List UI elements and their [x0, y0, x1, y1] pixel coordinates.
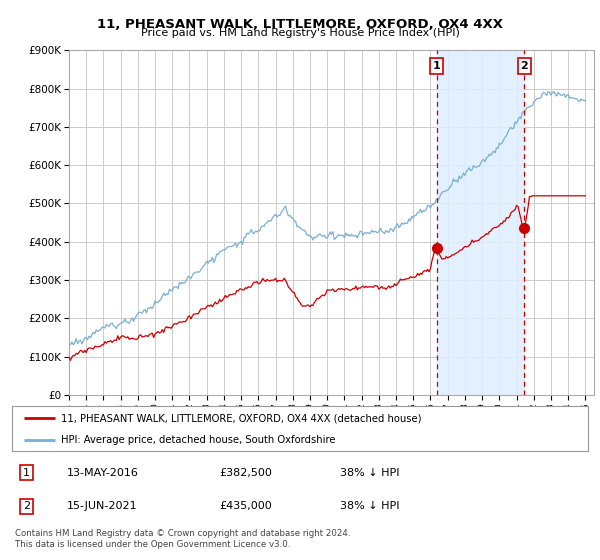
- Text: 38% ↓ HPI: 38% ↓ HPI: [340, 468, 400, 478]
- Bar: [437, 50, 524, 395]
- Text: 13-MAY-2016: 13-MAY-2016: [67, 468, 139, 478]
- Text: £382,500: £382,500: [220, 468, 272, 478]
- Text: 1: 1: [433, 60, 441, 71]
- Text: Price paid vs. HM Land Registry's House Price Index (HPI): Price paid vs. HM Land Registry's House …: [140, 28, 460, 38]
- Text: HPI: Average price, detached house, South Oxfordshire: HPI: Average price, detached house, Sout…: [61, 435, 335, 445]
- Text: 15-JUN-2021: 15-JUN-2021: [67, 501, 137, 511]
- Text: 11, PHEASANT WALK, LITTLEMORE, OXFORD, OX4 4XX: 11, PHEASANT WALK, LITTLEMORE, OXFORD, O…: [97, 18, 503, 31]
- Text: 38% ↓ HPI: 38% ↓ HPI: [340, 501, 400, 511]
- Text: 1: 1: [23, 468, 30, 478]
- Text: 11, PHEASANT WALK, LITTLEMORE, OXFORD, OX4 4XX (detached house): 11, PHEASANT WALK, LITTLEMORE, OXFORD, O…: [61, 413, 421, 423]
- Text: 2: 2: [23, 501, 30, 511]
- Text: 2: 2: [520, 60, 528, 71]
- Text: Contains HM Land Registry data © Crown copyright and database right 2024.
This d: Contains HM Land Registry data © Crown c…: [15, 529, 350, 549]
- Text: £435,000: £435,000: [220, 501, 272, 511]
